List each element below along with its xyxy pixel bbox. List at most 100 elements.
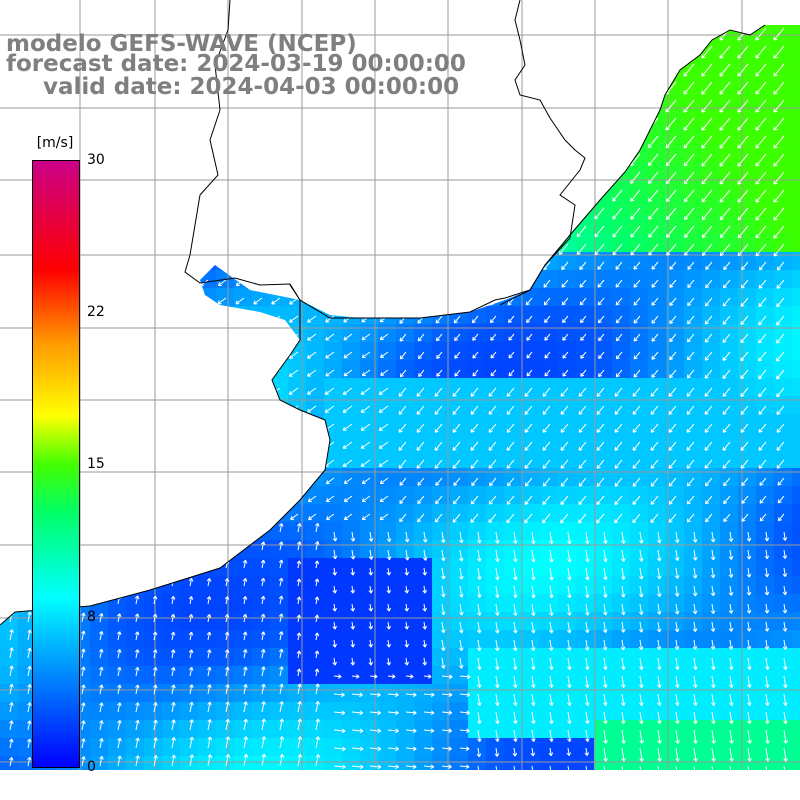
speed-cell [738,144,757,163]
speed-cell [576,288,595,307]
wind-arrow [639,747,644,762]
speed-cell [324,666,343,685]
speed-cell [198,612,217,631]
speed-cell [522,738,541,757]
speed-cell [522,486,541,505]
wind-arrow [686,333,695,343]
wind-arrow [737,135,749,149]
speed-cell [594,360,613,379]
wind-arrow [459,746,470,751]
wind-arrow [729,693,734,706]
speed-cell [738,738,757,757]
wind-arrow [369,674,378,679]
wind-arrow [477,657,482,670]
wind-arrow [776,297,785,308]
wind-arrow [134,631,140,641]
wind-arrow [596,423,605,433]
speed-cell [432,576,451,595]
speed-cell [162,612,181,631]
wind-arrow [153,754,158,767]
wind-arrow [669,351,677,361]
speed-cell [702,180,721,199]
wind-arrow [638,603,644,616]
wind-arrow [368,603,373,612]
speed-cell [468,486,487,505]
wind-arrow [687,279,695,289]
speed-cell [396,648,415,667]
speed-cell [612,612,631,631]
speed-cell [666,594,685,613]
speed-cell [738,216,757,235]
wind-arrow [566,639,572,651]
speed-cell [450,432,469,451]
speed-cell [702,378,721,397]
speed-cell [684,396,703,415]
speed-cell [450,684,469,703]
speed-cell [414,396,433,415]
wind-arrow [271,297,281,305]
wind-arrow [692,567,698,579]
speed-cell [396,720,415,739]
speed-cell [612,558,631,577]
wind-arrow [746,603,752,614]
wind-arrow [758,387,767,398]
speed-cell [144,756,163,770]
speed-cell [18,666,37,685]
wind-arrow [737,243,749,257]
wind-arrow [297,701,302,713]
speed-cell [648,180,667,199]
speed-cell [648,612,667,631]
speed-cell [702,252,721,271]
speed-cell [342,666,361,685]
wind-arrow [333,710,346,716]
wind-arrow [360,459,371,467]
wind-arrow [242,631,248,641]
speed-cell [594,288,613,307]
speed-cell [306,738,325,757]
wind-arrow [621,711,626,724]
wind-arrow [476,639,482,652]
wind-arrow [332,531,338,542]
wind-arrow [441,585,446,598]
wind-arrow [386,657,391,666]
speed-cell [792,54,800,73]
wind-arrow [711,693,716,706]
speed-cell [576,432,595,451]
speed-cell [684,216,703,235]
wind-arrow [404,531,410,543]
speed-cell [468,630,487,649]
speed-cell [666,378,685,397]
wind-arrow [343,495,353,503]
speed-cell [720,414,739,433]
wind-arrow [650,459,659,469]
speed-cell [360,558,379,577]
wind-arrow [261,701,266,713]
wind-arrow [378,387,389,395]
speed-cell [252,594,271,613]
speed-cell [504,360,523,379]
speed-cell [738,576,757,595]
wind-arrow [315,754,321,767]
speed-cell [468,666,487,685]
wind-arrow [603,657,608,670]
speed-cell [252,540,271,559]
wind-arrow [342,387,353,395]
speed-cell [666,468,685,487]
speed-cell [666,288,685,307]
speed-cell [666,666,685,685]
speed-cell [180,720,199,739]
speed-cell [630,378,649,397]
wind-arrow [651,279,659,288]
speed-cell [522,306,541,325]
speed-cell [648,234,667,253]
wind-arrow [506,405,515,415]
wind-arrow [9,629,14,641]
speed-cell [288,612,307,631]
speed-cell [522,342,541,361]
speed-cell [684,684,703,703]
wind-arrow [387,692,399,698]
wind-arrow [188,613,194,623]
wind-arrow [170,649,176,659]
speed-cell [720,432,739,451]
speed-cell [774,288,793,307]
